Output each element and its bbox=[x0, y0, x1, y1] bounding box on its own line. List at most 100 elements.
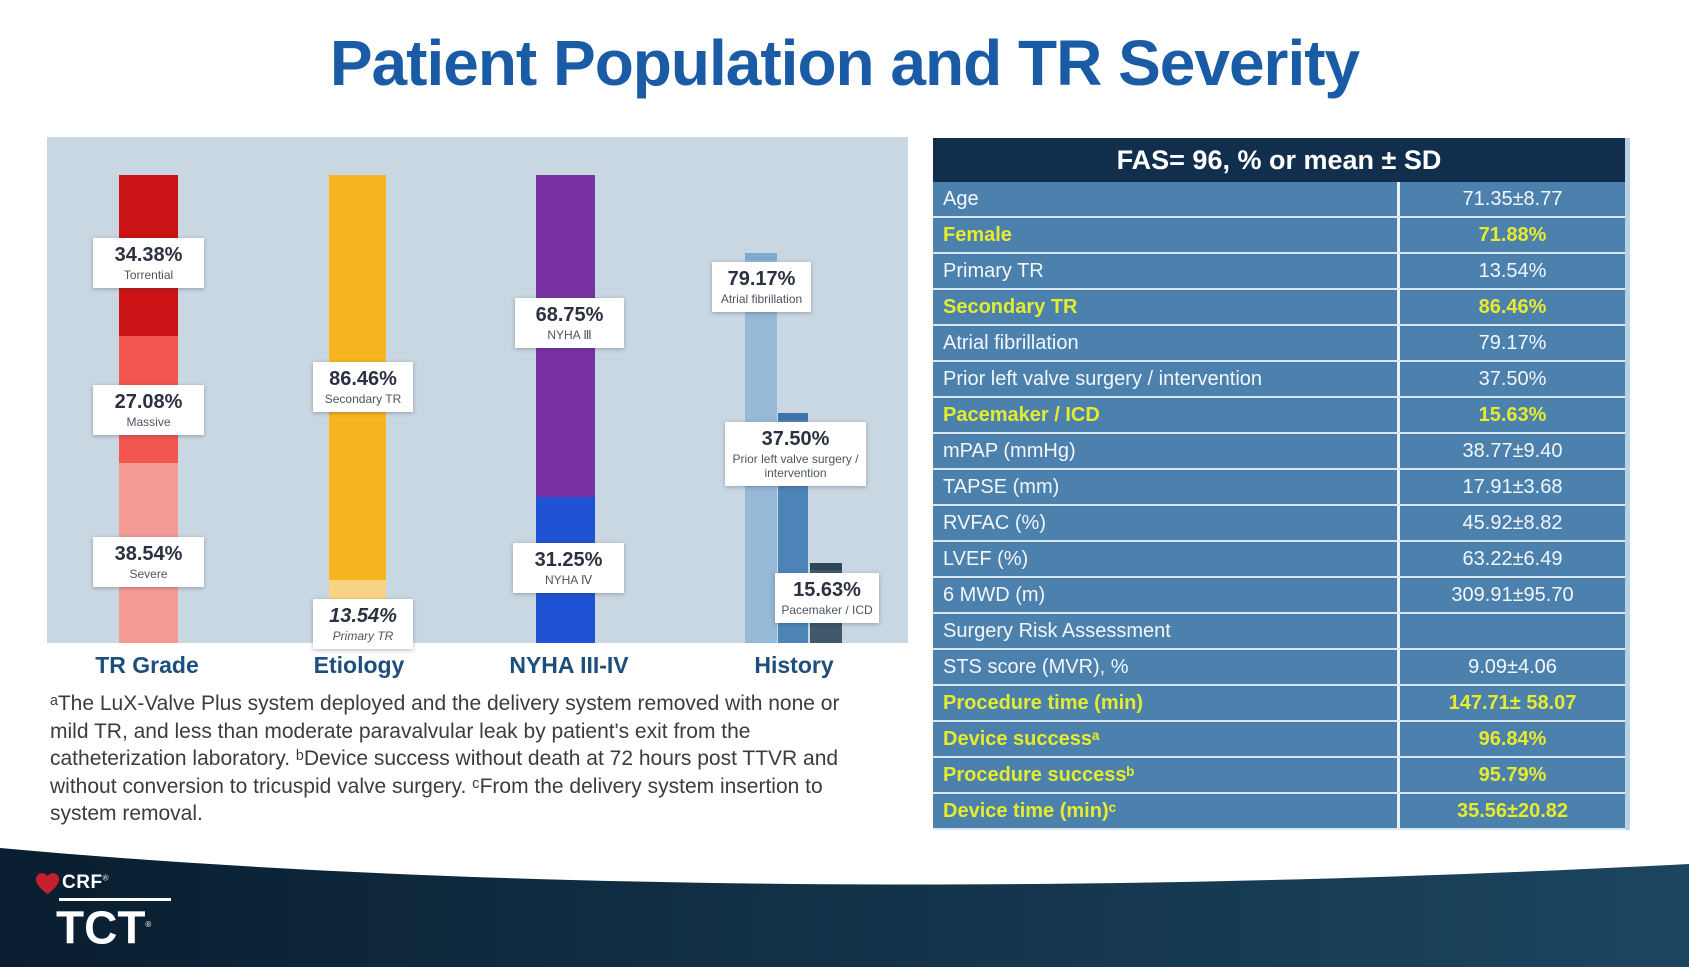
row-label: STS score (MVR), % bbox=[933, 650, 1400, 684]
segment-name: Primary TR bbox=[332, 629, 394, 643]
bar-label-severe: 38.54% Severe bbox=[93, 537, 204, 587]
table-row: Prior left valve surgery / intervention … bbox=[933, 362, 1625, 398]
row-label: Prior left valve surgery / intervention bbox=[933, 362, 1400, 396]
row-label: Procedure successᵇ bbox=[933, 758, 1400, 792]
segment-name: Pacemaker / ICD bbox=[781, 603, 873, 617]
tct-wordmark: TCT® bbox=[56, 901, 152, 954]
registered-mark: ® bbox=[102, 873, 109, 883]
row-value: 79.17% bbox=[1478, 332, 1547, 354]
row-value: 13.54% bbox=[1478, 260, 1547, 282]
table-row: Female 71.88% bbox=[933, 218, 1625, 254]
pct-value: 79.17% bbox=[727, 268, 796, 290]
pct-value: 34.38% bbox=[114, 244, 183, 266]
row-label: Age bbox=[933, 182, 1400, 216]
row-value: 17.91±3.68 bbox=[1462, 476, 1563, 498]
table-row: Pacemaker / ICD 15.63% bbox=[933, 398, 1625, 434]
row-value: 147.71± 58.07 bbox=[1448, 692, 1577, 714]
bar-label-primary-tr: 13.54% Primary TR bbox=[313, 599, 413, 649]
crf-wordmark: CRF® bbox=[62, 872, 109, 893]
row-label: LVEF (%) bbox=[933, 542, 1400, 576]
axis-label-nyha: NYHA III-IV bbox=[509, 652, 629, 678]
row-label: Pacemaker / ICD bbox=[933, 398, 1400, 432]
row-label: Surgery Risk Assessment bbox=[933, 614, 1400, 648]
bar-label-torrential: 34.38% Torrential bbox=[93, 238, 204, 288]
footnote-text: ᵃThe LuX-Valve Plus system deployed and … bbox=[50, 692, 840, 825]
row-label: Device successᵃ bbox=[933, 722, 1400, 756]
row-value: 86.46% bbox=[1478, 296, 1547, 318]
fas-table-body: Age 71.35±8.77 Female 71.88% Primary TR … bbox=[933, 182, 1625, 830]
table-header: FAS= 96, % or mean ± SD bbox=[933, 138, 1625, 182]
table-row: Device time (min)ᶜ 35.56±20.82 bbox=[933, 794, 1625, 830]
bar-label-massive: 27.08% Massive bbox=[93, 385, 204, 435]
logo-divider bbox=[59, 898, 171, 901]
row-label: Procedure time (min) bbox=[933, 686, 1400, 720]
pct-value: 15.63% bbox=[793, 579, 861, 601]
bar-label-prior-left-valve-surgery: 37.50% Prior left valve surgery / interv… bbox=[725, 422, 866, 486]
row-label: Primary TR bbox=[933, 254, 1400, 288]
row-value: 71.88% bbox=[1478, 224, 1547, 246]
page-title: Patient Population and TR Severity bbox=[329, 27, 1360, 99]
segment-name: Massive bbox=[126, 415, 171, 429]
table-row: STS score (MVR), % 9.09±4.06 bbox=[933, 650, 1625, 686]
axis-label-etiology: Etiology bbox=[313, 652, 405, 678]
table-row: Device successᵃ 96.84% bbox=[933, 722, 1625, 758]
pct-value: 38.54% bbox=[114, 543, 183, 565]
pct-value: 13.54% bbox=[329, 605, 397, 627]
bar-label-nyha-iv: 31.25% NYHA Ⅳ bbox=[513, 543, 624, 593]
table-row: Atrial fibrillation 79.17% bbox=[933, 326, 1625, 362]
table-row: mPAP (mmHg) 38.77±9.40 bbox=[933, 434, 1625, 470]
row-value: 45.92±8.82 bbox=[1462, 512, 1563, 534]
axis-label-tr-grade: TR Grade bbox=[95, 652, 199, 678]
segment-name: Torrential bbox=[123, 268, 174, 282]
crf-heart-icon bbox=[36, 872, 59, 894]
table-row: 6 MWD (m) 309.91±95.70 bbox=[933, 578, 1625, 614]
bar-label-nyha-iii: 68.75% NYHA Ⅲ bbox=[515, 298, 624, 348]
pct-value: 31.25% bbox=[534, 549, 603, 571]
table-row: RVFAC (%) 45.92±8.82 bbox=[933, 506, 1625, 542]
pct-value: 27.08% bbox=[114, 391, 183, 413]
axis-label-history: History bbox=[754, 652, 834, 678]
pct-value: 37.50% bbox=[761, 428, 830, 450]
row-value: 309.91±95.70 bbox=[1451, 584, 1574, 606]
row-label: Atrial fibrillation bbox=[933, 326, 1400, 360]
footer-band bbox=[0, 848, 1689, 967]
chart-panel: 34.38% Torrential 27.08% Massive 38.54% … bbox=[47, 137, 908, 649]
segment-name: NYHA Ⅲ bbox=[547, 328, 592, 342]
table-row: LVEF (%) 63.22±6.49 bbox=[933, 542, 1625, 578]
fas-table: FAS= 96, % or mean ± SD Age 71.35±8.77 F… bbox=[933, 138, 1630, 830]
row-label: Female bbox=[933, 218, 1400, 252]
row-value: 96.84% bbox=[1478, 728, 1547, 750]
row-value: 15.63% bbox=[1478, 404, 1547, 426]
row-value bbox=[1400, 614, 1625, 648]
table-row: Secondary TR 86.46% bbox=[933, 290, 1625, 326]
row-value: 95.79% bbox=[1478, 764, 1547, 786]
row-value: 37.50% bbox=[1478, 368, 1547, 390]
segment-name: Severe bbox=[129, 567, 168, 581]
table-row: Procedure successᵇ 95.79% bbox=[933, 758, 1625, 794]
row-label: Secondary TR bbox=[933, 290, 1400, 324]
row-value: 35.56±20.82 bbox=[1456, 800, 1569, 822]
row-label: 6 MWD (m) bbox=[933, 578, 1400, 612]
table-row: TAPSE (mm) 17.91±3.68 bbox=[933, 470, 1625, 506]
row-value: 63.22±6.49 bbox=[1462, 548, 1563, 570]
bar-label-pacemaker-icd: 15.63% Pacemaker / ICD bbox=[775, 573, 879, 623]
row-label: RVFAC (%) bbox=[933, 506, 1400, 540]
row-value: 71.35±8.77 bbox=[1462, 188, 1563, 210]
row-value: 9.09±4.06 bbox=[1468, 656, 1557, 678]
segment-name: NYHA Ⅳ bbox=[544, 573, 593, 587]
segment-name: Secondary TR bbox=[324, 392, 402, 406]
bar-label-atrial-fibrillation: 79.17% Atrial fibrillation bbox=[712, 262, 811, 312]
crf-tct-logo: CRF® TCT® bbox=[36, 872, 171, 950]
table-row: Procedure time (min) 147.71± 58.07 bbox=[933, 686, 1625, 722]
segment-name: Prior left valve surgery / intervention bbox=[732, 452, 859, 480]
registered-mark: ® bbox=[145, 920, 152, 929]
pct-value: 68.75% bbox=[535, 304, 604, 326]
bar-label-secondary-tr: 86.46% Secondary TR bbox=[313, 362, 413, 412]
segment-name: Atrial fibrillation bbox=[720, 292, 803, 306]
table-row: Age 71.35±8.77 bbox=[933, 182, 1625, 218]
row-label: mPAP (mmHg) bbox=[933, 434, 1400, 468]
row-label: Device time (min)ᶜ bbox=[933, 794, 1400, 828]
row-label: TAPSE (mm) bbox=[933, 470, 1400, 504]
table-row: Surgery Risk Assessment bbox=[933, 614, 1625, 650]
row-value: 38.77±9.40 bbox=[1462, 440, 1563, 462]
